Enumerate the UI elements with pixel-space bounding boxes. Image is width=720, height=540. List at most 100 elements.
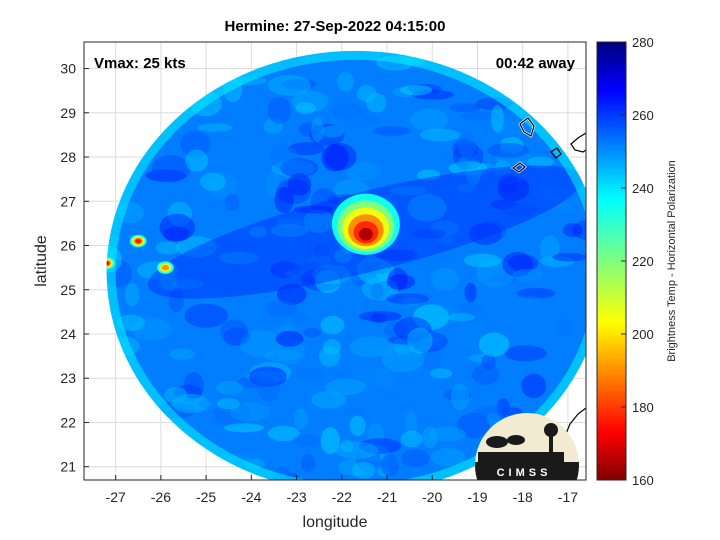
x-tick-label: -19 <box>467 489 487 505</box>
swath-texture <box>249 362 292 383</box>
swath-texture <box>452 139 478 159</box>
swath-texture <box>290 313 311 322</box>
swath-texture <box>430 220 459 237</box>
swath-texture <box>421 426 438 449</box>
swath-texture <box>490 199 517 210</box>
swath-texture <box>364 115 379 126</box>
plot-border <box>83 41 587 481</box>
swath-texture <box>419 128 461 142</box>
swath-texture <box>300 454 316 473</box>
logo-dish <box>486 436 508 448</box>
swath-texture <box>455 322 489 351</box>
swath-texture <box>366 92 387 113</box>
swath-texture <box>500 202 538 217</box>
swath-texture <box>521 373 547 399</box>
swath-texture <box>280 158 319 178</box>
swath-texture <box>276 178 312 205</box>
logo-tower <box>549 432 553 462</box>
swath-texture <box>459 111 501 121</box>
swath-texture <box>478 332 510 357</box>
swath-texture <box>414 303 457 327</box>
swath-texture <box>475 220 506 243</box>
swath-texture <box>467 163 499 180</box>
swath-texture <box>504 345 547 362</box>
swath-texture <box>491 104 504 133</box>
swath-texture <box>337 265 373 281</box>
swath-texture <box>313 478 331 480</box>
swath-texture <box>349 415 366 437</box>
y-tick-label: 26 <box>60 238 76 254</box>
swath-texture <box>527 156 554 168</box>
swath-texture <box>512 269 543 281</box>
swath-texture <box>170 397 212 410</box>
swath-texture <box>184 303 228 328</box>
swath-texture <box>299 257 318 279</box>
swath-texture <box>482 357 495 381</box>
swath-texture <box>180 130 211 158</box>
swath-texture <box>401 449 430 468</box>
x-axis-label: longitude <box>303 514 368 531</box>
swath-texture <box>343 408 367 417</box>
colorbar-label: Brightness Temp - Horizontal Polarizatio… <box>666 160 678 362</box>
x-axis: -27 -26 -25 -24 -23 -22 -21 -20 -19 -18 -17 <box>106 475 578 505</box>
swath-texture <box>303 209 334 234</box>
swath-texture <box>496 398 510 417</box>
swath-data <box>106 50 586 480</box>
coastline-canary-2-outline <box>511 162 526 173</box>
swath-texture <box>392 86 423 98</box>
colorbar-ticks: 160 180 200 220 240 260 280 <box>621 35 654 488</box>
swath-texture <box>267 425 300 442</box>
swath-texture <box>207 172 237 199</box>
swath-texture <box>237 376 278 389</box>
swath-texture <box>319 346 341 367</box>
swath-texture <box>412 304 449 330</box>
swath-texture <box>501 407 523 416</box>
swath-texture <box>421 344 442 371</box>
swath-texture <box>271 160 315 178</box>
swath-texture <box>295 367 327 380</box>
swath-texture <box>267 96 291 124</box>
swath-texture <box>334 249 352 263</box>
swath-texture <box>275 330 304 347</box>
swath-texture <box>399 85 433 96</box>
swath-texture <box>284 269 313 279</box>
swath-texture <box>117 314 145 331</box>
colorbar-tick-label: 160 <box>632 473 654 488</box>
swath-texture <box>334 441 379 460</box>
swath-texture <box>223 423 265 433</box>
swath-texture <box>464 282 477 303</box>
swath-texture <box>456 412 491 439</box>
swath-texture <box>411 89 455 100</box>
swath-texture <box>384 287 419 309</box>
swath-texture <box>410 108 449 132</box>
logo-tower-top <box>544 423 558 437</box>
swath-texture <box>539 186 569 202</box>
swath-texture <box>356 447 381 473</box>
swath-texture <box>428 331 443 344</box>
swath-texture <box>375 249 419 261</box>
swath-texture <box>174 384 203 402</box>
swath-texture <box>224 193 240 211</box>
swath-texture <box>513 296 543 305</box>
swath-texture <box>323 339 341 356</box>
swath-texture <box>287 173 312 196</box>
swath-texture <box>276 338 305 365</box>
swath-texture <box>310 188 339 216</box>
swath-texture <box>381 345 424 373</box>
swath-texture <box>199 172 226 191</box>
colorbar-tick-label: 240 <box>632 181 654 196</box>
swath-texture <box>275 218 304 228</box>
swath-texture <box>412 229 446 239</box>
swath-texture <box>171 279 204 290</box>
swath-texture <box>197 123 233 132</box>
swath-texture <box>387 268 408 292</box>
swath-texture <box>172 393 210 414</box>
swath-texture <box>168 289 184 313</box>
swath-texture <box>366 422 384 447</box>
swath-texture <box>487 142 529 158</box>
swath-texture <box>386 293 430 305</box>
coastline-africa <box>570 132 587 153</box>
swath-texture <box>554 318 574 338</box>
swath-texture <box>213 400 250 428</box>
